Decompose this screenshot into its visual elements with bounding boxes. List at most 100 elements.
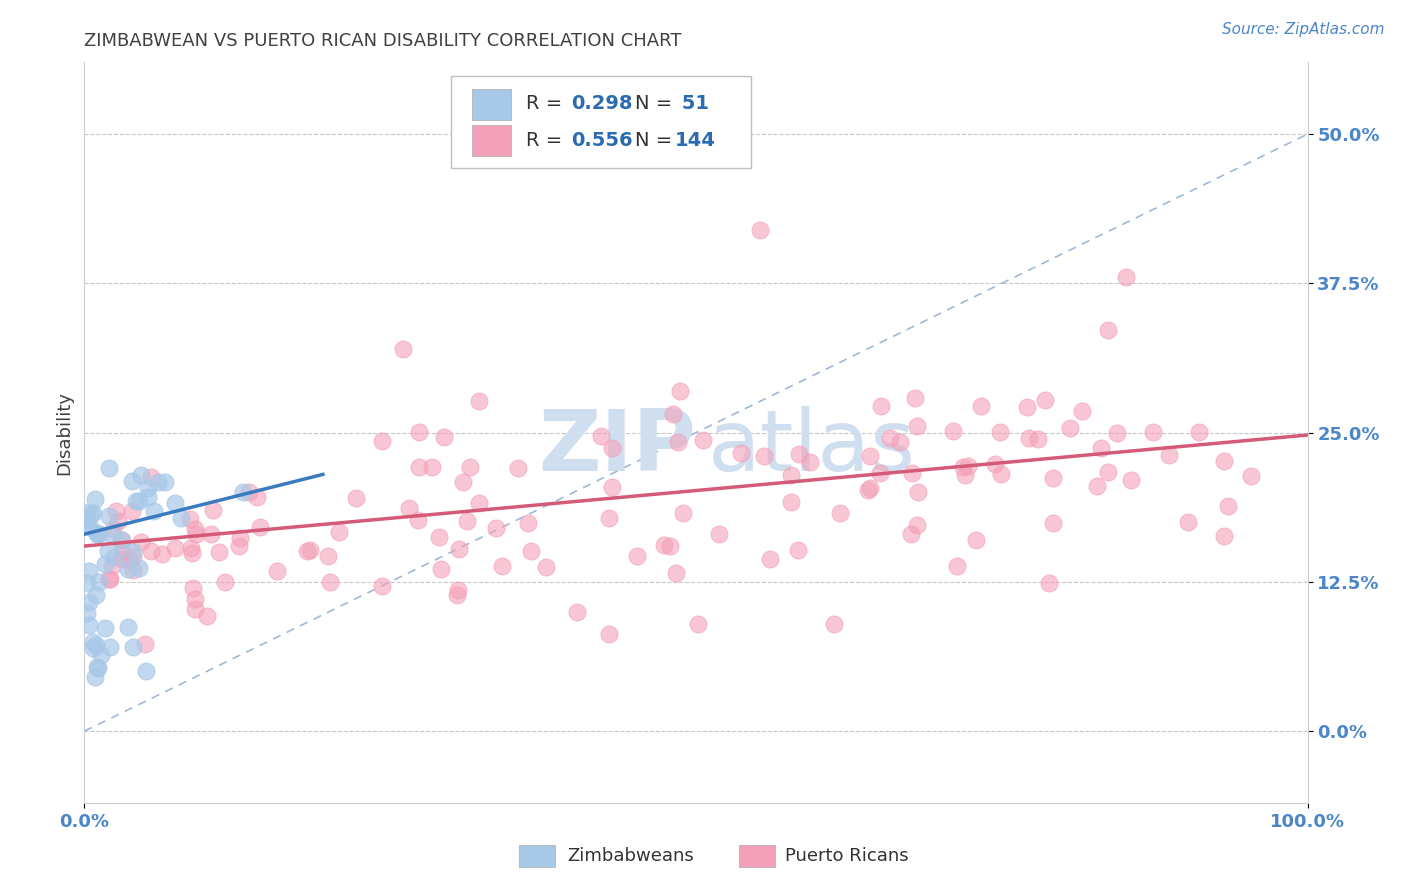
Point — [990, 467, 1012, 481]
Point — [118, 553, 141, 567]
Point — [238, 485, 260, 500]
Point — [799, 455, 821, 469]
Text: Puerto Ricans: Puerto Ricans — [786, 847, 908, 865]
Point — [858, 481, 880, 495]
Point — [519, 544, 541, 558]
Point — [823, 616, 845, 631]
Point — [1119, 473, 1142, 487]
Point — [392, 342, 415, 356]
Point — [371, 434, 394, 449]
Point — [787, 447, 810, 461]
Point — [879, 432, 901, 446]
Point — [1212, 454, 1234, 468]
Point — [97, 461, 120, 475]
Point — [408, 460, 430, 475]
Point — [600, 480, 623, 494]
Text: atlas: atlas — [709, 406, 917, 489]
Point — [456, 514, 478, 528]
Point — [76, 511, 98, 525]
Point — [87, 575, 110, 590]
Point — [1042, 470, 1064, 484]
Point — [139, 544, 162, 558]
Point — [143, 504, 166, 518]
Point — [686, 616, 709, 631]
Text: ZIMBABWEAN VS PUERTO RICAN DISABILITY CORRELATION CHART: ZIMBABWEAN VS PUERTO RICAN DISABILITY CO… — [84, 32, 682, 50]
Point — [598, 510, 620, 524]
Point — [907, 485, 929, 500]
Point — [180, 546, 202, 560]
Point — [136, 481, 159, 495]
Point — [952, 459, 974, 474]
Point — [904, 391, 927, 405]
Point — [84, 638, 107, 652]
Point — [76, 575, 98, 590]
Point — [889, 434, 911, 449]
Point — [1015, 400, 1038, 414]
Point — [856, 483, 879, 497]
Point — [299, 543, 322, 558]
Point — [707, 526, 730, 541]
Point — [153, 475, 176, 489]
Point — [506, 461, 529, 475]
FancyBboxPatch shape — [451, 76, 751, 169]
Point — [121, 550, 143, 565]
Point — [759, 552, 782, 566]
Point — [136, 490, 159, 504]
Point — [183, 581, 205, 595]
Point — [79, 507, 101, 521]
Point — [1097, 465, 1119, 479]
Point — [77, 618, 100, 632]
Point — [433, 430, 456, 444]
FancyBboxPatch shape — [519, 845, 555, 867]
Point — [398, 500, 420, 515]
Point — [297, 544, 319, 558]
Point — [468, 496, 491, 510]
Point — [970, 400, 993, 414]
Point — [121, 474, 143, 488]
Point — [942, 424, 965, 438]
Point — [1188, 425, 1211, 440]
Point — [730, 446, 752, 460]
Point — [122, 640, 145, 654]
FancyBboxPatch shape — [472, 125, 512, 156]
Point — [82, 640, 104, 655]
Point — [430, 562, 453, 576]
Point — [179, 512, 201, 526]
Point — [128, 561, 150, 575]
Text: 144: 144 — [675, 131, 716, 151]
Point — [780, 467, 803, 482]
Point — [346, 491, 368, 506]
Point — [77, 564, 100, 578]
Point — [1107, 425, 1129, 440]
Point — [565, 605, 588, 619]
Point — [184, 526, 207, 541]
Point — [408, 425, 430, 439]
Text: 0.556: 0.556 — [571, 131, 633, 151]
Point — [328, 525, 350, 540]
FancyBboxPatch shape — [738, 845, 776, 867]
Point — [82, 635, 104, 649]
Point — [94, 557, 117, 571]
Point — [534, 560, 557, 574]
Point — [229, 531, 252, 545]
Point — [485, 520, 508, 534]
Point — [1142, 425, 1164, 439]
Point — [195, 608, 218, 623]
Point — [110, 533, 132, 547]
Point — [121, 504, 143, 518]
Point — [128, 493, 150, 508]
Point — [319, 575, 342, 590]
Point — [101, 527, 124, 541]
Point — [87, 526, 110, 541]
Point — [246, 490, 269, 504]
Point — [134, 637, 156, 651]
Point — [988, 425, 1011, 440]
Point — [828, 506, 851, 520]
Point — [122, 545, 145, 559]
Point — [101, 559, 124, 574]
Point — [859, 449, 882, 463]
Point — [184, 522, 207, 536]
Text: 0.298: 0.298 — [571, 95, 633, 113]
Point — [517, 516, 540, 531]
Point — [107, 514, 129, 528]
